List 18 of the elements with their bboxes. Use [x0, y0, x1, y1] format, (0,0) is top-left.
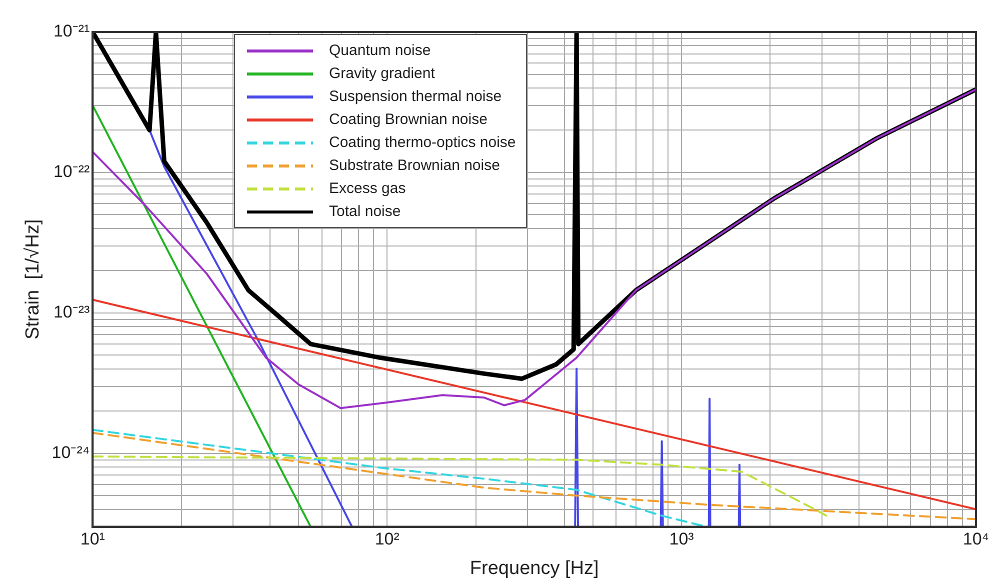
- y-tick-label: 10⁻²¹: [53, 22, 90, 41]
- y-tick-label: 10⁻²⁴: [52, 443, 90, 462]
- legend-label: Total noise: [329, 203, 401, 220]
- legend-label: Gravity gradient: [329, 65, 435, 82]
- x-tick-label: 10²: [374, 530, 400, 549]
- x-tick-label: 10³: [669, 530, 694, 549]
- x-tick-label: 10¹: [80, 530, 106, 549]
- x-tick-label: 10⁴: [962, 530, 990, 549]
- y-tick-label: 10⁻²³: [53, 302, 90, 322]
- legend-label: Substrate Brownian noise: [329, 157, 500, 174]
- legend-label: Quantum noise: [329, 42, 431, 59]
- legend-label: Suspension thermal noise: [329, 88, 502, 105]
- x-axis-title: Frequency [Hz]: [470, 558, 599, 579]
- y-axis-title: Strain [1/√Hz]: [22, 219, 44, 340]
- legend-label: Coating thermo-optics noise: [329, 134, 516, 151]
- y-tick-label: 10⁻²²: [53, 162, 90, 182]
- legend-label: Excess gas: [329, 180, 406, 197]
- legend-label: Coating Brownian noise: [329, 111, 488, 128]
